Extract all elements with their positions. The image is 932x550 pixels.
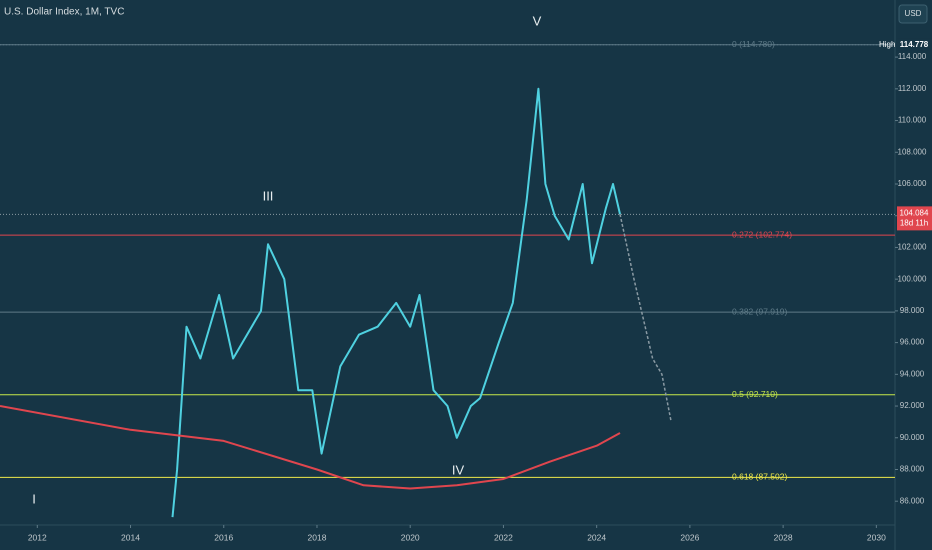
y-tick-label: 102.000 xyxy=(898,243,927,252)
y-tick-label: 88.000 xyxy=(900,465,925,474)
series-line xyxy=(171,87,621,518)
wave-label: III xyxy=(263,188,274,203)
fib-label: 0.382 (97.919) xyxy=(732,306,787,316)
series-line xyxy=(619,213,672,423)
countdown: 18d 11h xyxy=(900,218,928,227)
series-line xyxy=(0,405,621,490)
last-price-label: 104.084 xyxy=(900,208,929,217)
y-tick-label: 108.000 xyxy=(898,147,927,156)
y-tick-label: 110.000 xyxy=(898,116,927,125)
x-tick-label: 2028 xyxy=(774,532,793,542)
x-tick-label: 2018 xyxy=(308,532,327,542)
fib-label: 0 (114.780) xyxy=(732,39,775,49)
y-tick-label: 86.000 xyxy=(900,496,925,505)
high-label: High xyxy=(879,40,895,49)
y-tick-label: 90.000 xyxy=(900,433,925,442)
price-axis xyxy=(895,0,932,550)
y-tick-label: 106.000 xyxy=(898,179,927,188)
wave-label: V xyxy=(533,13,542,28)
x-tick-label: 2016 xyxy=(214,532,233,542)
y-tick-label: 92.000 xyxy=(900,401,925,410)
fib-label: 0.272 (102.774) xyxy=(732,229,792,239)
y-tick-label: 114.000 xyxy=(898,52,927,61)
high-box xyxy=(897,38,932,51)
y-tick-label: 96.000 xyxy=(900,338,925,347)
fib-label: 0.618 (87.502) xyxy=(732,472,787,482)
currency-label[interactable]: USD xyxy=(905,9,922,18)
x-tick-label: 2022 xyxy=(494,532,513,542)
x-tick-label: 2014 xyxy=(121,532,140,542)
chart-title: U.S. Dollar Index, 1M, TVC xyxy=(4,7,124,18)
wave-label: I xyxy=(32,491,36,506)
y-tick-label: 100.000 xyxy=(898,274,927,283)
currency-button[interactable] xyxy=(898,4,928,24)
wave-label: IV xyxy=(452,462,465,477)
x-tick-label: 2024 xyxy=(587,532,606,542)
last-price-box xyxy=(897,206,932,231)
high-value-label: 114.778 xyxy=(900,40,929,49)
fib-label: 0.5 (92.710) xyxy=(732,389,778,399)
x-tick-label: 2020 xyxy=(401,532,420,542)
x-tick-label: 2026 xyxy=(680,532,699,542)
y-tick-label: 98.000 xyxy=(900,306,925,315)
y-tick-label: 112.000 xyxy=(898,84,927,93)
y-tick-label: 94.000 xyxy=(900,369,925,378)
x-tick-label: 2012 xyxy=(28,532,47,542)
x-tick-label: 2030 xyxy=(867,532,886,542)
